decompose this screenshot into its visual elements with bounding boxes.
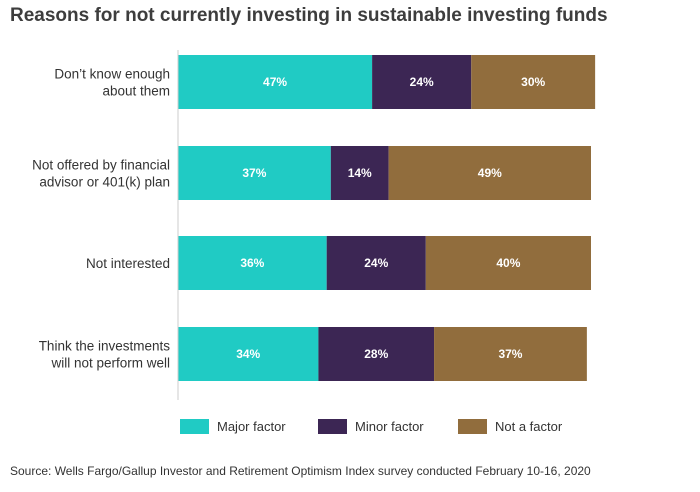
- bar-major-factor-2: [178, 236, 327, 290]
- bar-not-a-factor-2: [425, 236, 591, 290]
- legend-swatch: [318, 419, 347, 434]
- data-label: 47%: [263, 75, 287, 89]
- category-label: Think the investments will not perform we…: [39, 339, 171, 371]
- legend-label: Minor factor: [355, 419, 424, 434]
- chart-title: Reasons for not currently investing in s…: [10, 5, 608, 26]
- legend-label: Major factor: [217, 419, 286, 434]
- bar-not-a-factor-3: [434, 327, 587, 381]
- data-label: 49%: [478, 166, 502, 180]
- bar-major-factor-0: [178, 55, 373, 109]
- data-label: 14%: [348, 166, 372, 180]
- bar-minor-factor-1: [330, 146, 389, 200]
- legend: Major factor Minor factor Not a factor: [180, 419, 563, 434]
- bar-not-a-factor-1: [388, 146, 591, 200]
- data-label: 37%: [498, 347, 522, 361]
- data-label: 34%: [236, 347, 260, 361]
- data-label: 24%: [364, 256, 388, 270]
- data-label: 28%: [364, 347, 388, 361]
- bar-major-factor-3: [178, 327, 319, 381]
- data-label: 40%: [496, 256, 520, 270]
- category-label: Not offered by financial advisor or 401(k…: [32, 158, 170, 190]
- bars-layer: 47% 24% 30% 37% 14% 49% 36% 24% 40% 34% 28% 37%: [178, 55, 596, 381]
- data-label: 37%: [242, 166, 266, 180]
- bar-minor-factor-3: [318, 327, 435, 381]
- legend-label: Not a factor: [495, 419, 563, 434]
- legend-swatch: [458, 419, 487, 434]
- legend-swatch: [180, 419, 209, 434]
- bar-not-a-factor-0: [471, 55, 596, 109]
- data-label: 30%: [521, 75, 545, 89]
- data-label: 24%: [410, 75, 434, 89]
- source-note: Source: Wells Fargo/Gallup Investor and …: [10, 464, 591, 478]
- category-labels: Don’t know enough about them Not offered b…: [32, 67, 170, 371]
- category-label: Not interested: [86, 256, 170, 271]
- bar-major-factor-1: [178, 146, 331, 200]
- data-label: 36%: [240, 256, 264, 270]
- bar-minor-factor-2: [326, 236, 426, 290]
- category-label: Don’t know enough about them: [54, 67, 170, 99]
- bar-minor-factor-0: [372, 55, 472, 109]
